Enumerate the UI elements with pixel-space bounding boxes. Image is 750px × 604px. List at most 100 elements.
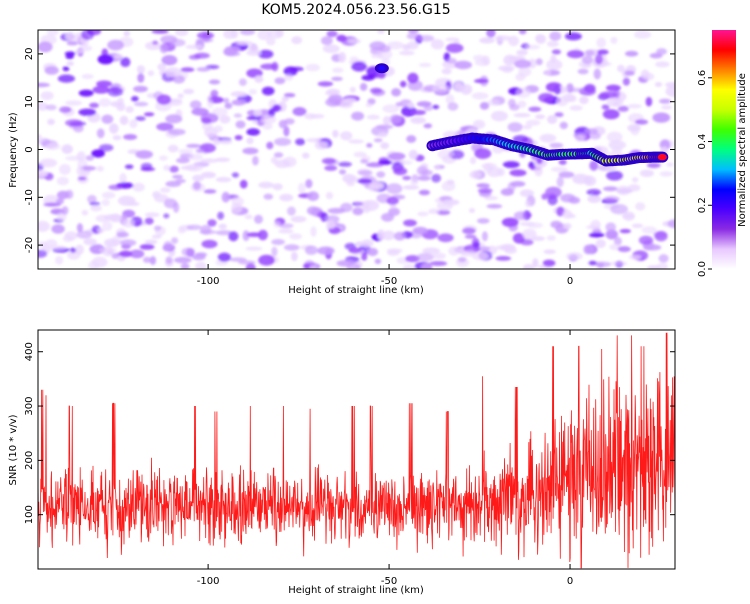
heatmap-cell [174, 256, 192, 264]
heatmap-cell [235, 120, 246, 129]
heatmap-cell [605, 222, 616, 232]
heatmap-cell [167, 99, 183, 107]
heatmap-cell [116, 231, 129, 238]
heatmap-cell [98, 98, 111, 107]
heatmap-cell [606, 97, 624, 107]
heatmap-cell [361, 252, 368, 261]
heatmap-cell [81, 30, 94, 40]
y-tick-label: 10 [24, 95, 35, 108]
heatmap-cell [617, 246, 631, 253]
heatmap-cell [149, 256, 157, 265]
heatmap-cell [568, 196, 581, 204]
heatmap-cell [382, 104, 400, 113]
heatmap-cell [283, 93, 296, 98]
heatmap-cell [403, 219, 417, 227]
heatmap-cell [169, 165, 179, 173]
heatmap-cell [471, 92, 489, 100]
heatmap-cell [437, 233, 454, 243]
heatmap-cell [239, 30, 256, 36]
heatmap-cell [549, 31, 562, 41]
heatmap-cell [581, 55, 594, 65]
heatmap-cell [64, 51, 76, 56]
heatmap-cell [631, 223, 644, 228]
heatmap-cell [200, 113, 219, 124]
heatmap-cell [416, 101, 432, 107]
heatmap-cell [382, 230, 395, 241]
heatmap-cell [422, 247, 441, 255]
heatmap-cell [502, 67, 513, 73]
heatmap-cell [556, 176, 564, 188]
heatmap-cell [645, 96, 653, 107]
heatmap-cell [196, 67, 211, 72]
heatmap-cell [522, 124, 532, 130]
heatmap-cell [291, 251, 298, 262]
heatmap-cell [338, 161, 352, 167]
heatmap-cell [273, 152, 284, 158]
heatmap-cell [176, 157, 190, 164]
heatmap-cell [257, 30, 271, 41]
heatmap-cell [370, 53, 384, 59]
heatmap-cell [550, 220, 563, 229]
heatmap-cell [584, 49, 595, 57]
heatmap-cell [246, 137, 254, 145]
heatmap-cell [229, 257, 247, 262]
heatmap-cell [416, 166, 429, 176]
colorbar-tick-label: 0.4 [697, 134, 708, 150]
heatmap-cell [588, 260, 597, 266]
heatmap-cell [151, 30, 169, 34]
heatmap-cell [178, 148, 194, 155]
heatmap-cell [61, 206, 69, 215]
heatmap-cell [156, 94, 172, 105]
heatmap-cell [231, 196, 245, 207]
heatmap-cell [481, 231, 488, 242]
x-tick-label: -100 [197, 576, 220, 587]
heatmap-cell [45, 239, 58, 248]
heatmap-cell [589, 160, 599, 171]
heatmap-cell [535, 114, 546, 120]
heatmap-cell [274, 159, 291, 169]
heatmap-cell [510, 181, 526, 187]
top-x-axis-label: Height of straight line (km) [288, 285, 424, 296]
heatmap-cell [606, 170, 623, 181]
heatmap-cell [634, 119, 649, 125]
heatmap-cell [402, 185, 420, 190]
heatmap-cell [140, 162, 153, 170]
heatmap-cell [221, 191, 230, 203]
heatmap-cell [622, 77, 631, 86]
heatmap-cell [207, 219, 217, 227]
heatmap-cell [135, 116, 146, 121]
heatmap-cell [45, 143, 61, 150]
heatmap-cell [575, 134, 585, 142]
heatmap-cell [161, 55, 178, 66]
heatmap-cell [479, 37, 495, 44]
y-tick-label: -20 [24, 237, 35, 253]
heatmap-cell [163, 240, 173, 251]
heatmap-cell [172, 174, 183, 179]
heatmap-cell [568, 87, 584, 93]
heatmap-cell [284, 118, 295, 125]
heatmap-cell [278, 223, 294, 229]
heatmap-cell [78, 108, 97, 117]
bottom-y-ticks: 100 200 300 400 [24, 342, 675, 524]
heatmap-cell [595, 239, 606, 249]
heatmap-cell [584, 128, 599, 135]
heatmap-cell [596, 37, 607, 49]
heatmap-cell [217, 211, 225, 220]
heatmap-cell [535, 58, 543, 66]
heatmap-cell [218, 223, 227, 230]
heatmap-cell [643, 244, 662, 251]
heatmap-cell [522, 228, 537, 240]
heatmap-cell [90, 205, 102, 212]
heatmap-cell [122, 219, 135, 228]
heatmap-cell [658, 254, 669, 263]
heatmap-cell [559, 121, 568, 130]
heatmap-cell [376, 171, 386, 178]
heatmap-cell [283, 73, 294, 81]
heatmap-cell [215, 157, 231, 163]
heatmap-cell [338, 51, 347, 63]
spectrogram-frame [37, 29, 676, 270]
heatmap-cell [331, 76, 343, 81]
heatmap-cell [474, 148, 492, 160]
heatmap-cell [622, 211, 635, 221]
